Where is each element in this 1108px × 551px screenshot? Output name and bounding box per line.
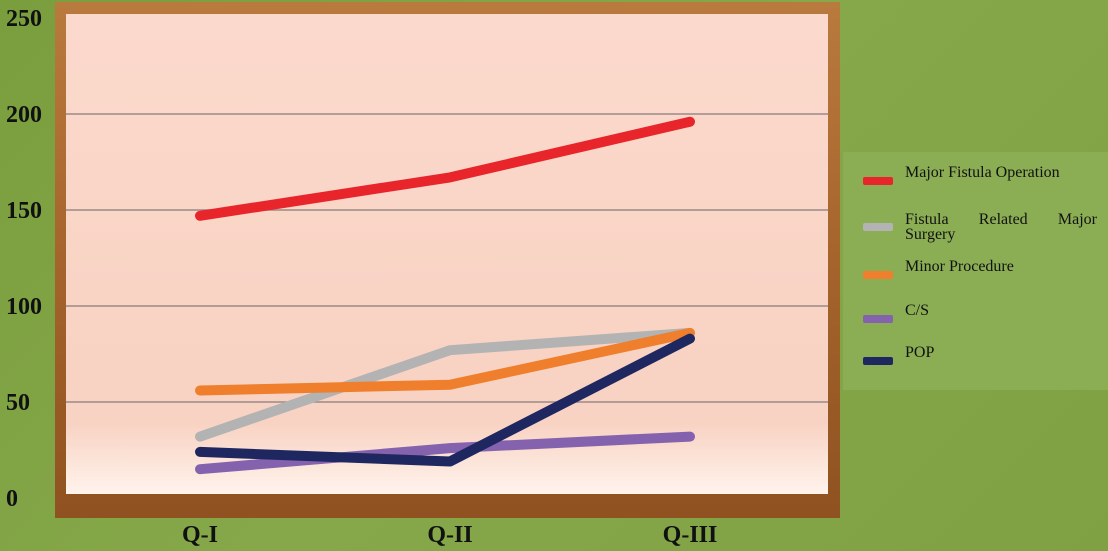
series-line-4 [195, 333, 695, 467]
legend-swatch [863, 177, 893, 185]
y-tick-label: 0 [6, 486, 18, 512]
y-tick-label: 250 [6, 6, 42, 32]
y-tick-label: 200 [6, 102, 42, 128]
y-tick-label: 50 [6, 390, 30, 416]
series-line-0 [195, 116, 695, 221]
legend-swatch [863, 223, 893, 231]
series-line-1 [195, 327, 695, 442]
legend-label: Fistula Related Major Surgery [905, 211, 1097, 243]
x-axis-ticks: Q-I Q-II Q-III [182, 522, 717, 548]
x-tick-label: Q-II [427, 522, 472, 548]
plot-area [66, 14, 828, 494]
legend-swatch [863, 315, 893, 323]
legend-label: C/S [905, 302, 930, 319]
y-tick-label: 150 [6, 198, 42, 224]
y-axis-ticks: 0 50 100 150 200 250 [6, 6, 42, 512]
legend: Major Fistula Operation Fistula Related M… [843, 152, 1108, 390]
x-tick-label: Q-I [182, 522, 218, 548]
legend-swatch [863, 271, 893, 279]
legend-label: POP [905, 344, 935, 361]
legend-swatch [863, 357, 893, 365]
x-tick-label: Q-III [663, 522, 718, 548]
series-line-2 [195, 327, 695, 396]
legend-label: Major Fistula Operation [905, 164, 1060, 181]
grid-lines [66, 113, 828, 403]
y-tick-label: 100 [6, 294, 42, 320]
series-line-3 [195, 431, 695, 475]
series-lines [195, 116, 695, 475]
legend-label: Minor Procedure [905, 258, 1014, 275]
